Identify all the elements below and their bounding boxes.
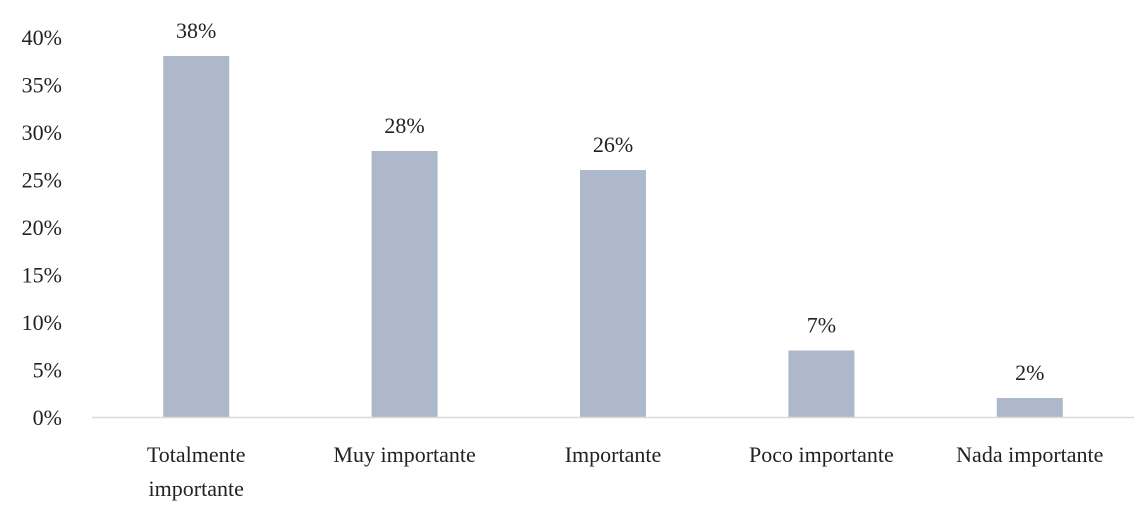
y-tick-label: 15% [22, 263, 62, 288]
category-label-line: Nada importante [956, 442, 1103, 467]
category-label: Totalmente importante [147, 442, 246, 501]
category-label-line: Importante [565, 442, 662, 467]
data-labels: 38% 28% 26% 7% 2% [176, 18, 1044, 385]
y-tick-label: 10% [22, 310, 62, 335]
y-tick-label: 40% [22, 25, 62, 50]
category-label-line: Poco importante [749, 442, 894, 467]
y-tick-label: 20% [22, 215, 62, 240]
data-label: 2% [1015, 360, 1044, 385]
data-label: 38% [176, 18, 216, 43]
y-tick-label: 30% [22, 120, 62, 145]
y-tick-label: 0% [33, 405, 62, 430]
y-tick-label: 25% [22, 168, 62, 193]
bars [163, 56, 1063, 417]
category-label: Muy importante [333, 442, 475, 467]
bar [371, 151, 438, 417]
y-tick-label: 35% [22, 73, 62, 98]
bar [996, 398, 1063, 417]
category-label-line: Muy importante [333, 442, 475, 467]
x-axis: Totalmente importante Muy importante Import… [147, 442, 1104, 501]
category-label-line: Totalmente [147, 442, 246, 467]
category-label: Nada importante [956, 442, 1103, 467]
bar [788, 350, 855, 417]
data-label: 7% [807, 313, 836, 338]
category-label: Poco importante [749, 442, 894, 467]
bar [580, 170, 646, 417]
y-tick-label: 5% [33, 358, 62, 383]
bar [163, 56, 230, 417]
category-label-line: importante [149, 476, 244, 501]
y-axis: 0% 5% 10% 15% 20% 25% 30% 35% 40% [22, 25, 62, 430]
data-label: 26% [593, 132, 633, 157]
data-label: 28% [384, 113, 424, 138]
category-label: Importante [565, 442, 662, 467]
